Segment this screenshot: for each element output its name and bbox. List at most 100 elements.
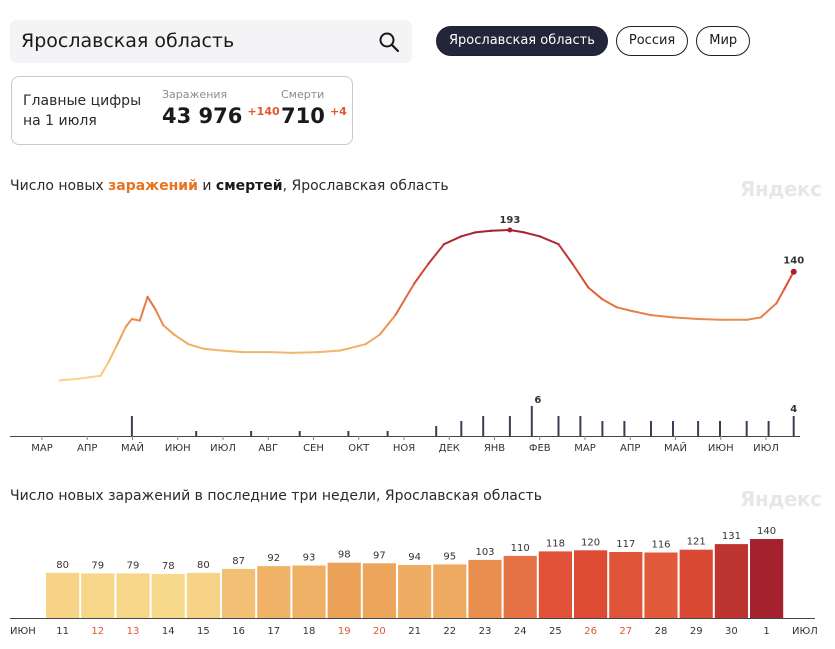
- infections-point: [146, 295, 149, 298]
- infections-line-segment: [138, 295, 149, 322]
- infections-line-segment: [697, 318, 721, 321]
- search-box[interactable]: Ярославская область: [10, 20, 412, 63]
- infections-peak-marker: [507, 227, 513, 233]
- search-icon[interactable]: [378, 31, 400, 53]
- infections-point: [538, 235, 541, 238]
- bar-value-label: 80: [197, 560, 210, 571]
- infections-line-segment: [146, 295, 157, 311]
- infections-point: [187, 343, 190, 346]
- region-chip-russia[interactable]: Россия: [615, 26, 689, 56]
- deaths-bar: [557, 416, 560, 436]
- infections-point: [99, 374, 102, 377]
- x-tick-label: ИЮЛ: [753, 443, 779, 454]
- bar-value-label: 93: [303, 553, 316, 564]
- infections-line-segment: [99, 361, 110, 377]
- infections-line-segment: [413, 262, 430, 285]
- infections-point: [442, 243, 446, 246]
- infections-line-segment: [775, 288, 786, 305]
- infections-value: 43 976: [162, 104, 243, 128]
- deaths-label: Смерти: [281, 88, 325, 101]
- x-tick-label: ИЮЛ: [210, 443, 236, 454]
- bar: [222, 568, 256, 618]
- deaths-bar: [623, 421, 626, 436]
- region-chip-world[interactable]: Мир: [696, 26, 751, 56]
- deaths-bar: [130, 416, 133, 436]
- deaths-bar: [672, 421, 674, 436]
- deaths-bar: [508, 416, 511, 436]
- infections-point: [587, 286, 590, 289]
- bar-value-label: 117: [616, 539, 635, 550]
- region-chip-yaroslavl[interactable]: Ярославская область: [436, 26, 608, 56]
- infections-line-segment: [631, 310, 652, 317]
- infections-line-segment: [601, 298, 618, 309]
- x-tick-label: 21: [408, 626, 421, 637]
- infections-line-segment: [124, 318, 133, 328]
- deaths-peak-label: 6: [534, 395, 541, 406]
- x-tick-label: 11: [56, 626, 69, 637]
- deaths-bar: [530, 406, 533, 436]
- yandex-watermark-1: Яндекс: [740, 177, 822, 201]
- search-input[interactable]: Ярославская область: [21, 30, 235, 52]
- infections-point: [783, 288, 786, 291]
- chart1-title-infections: заражений: [108, 178, 198, 194]
- x-tick-label: 13: [127, 626, 140, 637]
- infections-line-segment: [759, 302, 778, 319]
- x-tick-label: МАЙ: [664, 441, 687, 454]
- deaths-bar: [386, 431, 389, 436]
- infections-line-segment: [650, 314, 674, 319]
- infections-metric: Заражения 43 976 +140: [162, 88, 280, 128]
- infections-line-segment: [58, 377, 80, 382]
- bar: [679, 549, 713, 618]
- infections-point: [115, 345, 118, 348]
- infections-point: [671, 316, 675, 319]
- infections-line-segment: [745, 316, 762, 321]
- deaths-delta: +4: [329, 105, 347, 118]
- chart1-title-deaths: смертей: [215, 178, 283, 194]
- x-tick-label: АПР: [620, 443, 640, 454]
- infections-point: [317, 351, 320, 354]
- infections-line-segment: [339, 343, 367, 352]
- infections-point: [697, 317, 700, 321]
- x-tick-label: 19: [338, 626, 351, 637]
- infections-line-segment: [173, 333, 190, 346]
- x-tick-label: 18: [303, 626, 316, 637]
- bar: [398, 565, 432, 618]
- infections-point: [339, 349, 342, 352]
- bar: [644, 552, 678, 618]
- x-tick-label: ДЕК: [439, 443, 460, 454]
- chart2-title: Число новых заражений в последние три не…: [10, 488, 542, 504]
- x-tick-label: ИЮН: [708, 443, 734, 454]
- bar-value-label: 131: [722, 531, 741, 542]
- infections-point: [460, 235, 463, 238]
- x-start-month-label: ИЮН: [10, 626, 36, 637]
- bar-value-label: 116: [651, 540, 670, 551]
- bar: [257, 566, 291, 618]
- deaths-bar: [601, 421, 604, 436]
- deaths-bar: [347, 431, 350, 436]
- deaths-bar: [298, 431, 301, 436]
- infections-line-segment: [77, 374, 102, 380]
- infections-line-segment: [154, 308, 165, 327]
- bar-value-label: 78: [162, 561, 175, 572]
- infections-label: Заражения: [162, 88, 228, 101]
- x-tick-label: ЯНВ: [484, 443, 505, 454]
- infections-deaths-chart: 193 140 6 4 МАР АПР МАЙ ИЮН ИЮЛ АВГ СЕН ОКТ НОЯ ДЕК ЯН…: [10, 215, 804, 454]
- x-tick-label: 16: [232, 626, 245, 637]
- bar-value-label: 97: [373, 550, 386, 561]
- x-tick-label: 26: [584, 626, 597, 637]
- chart1-title-and: и: [197, 178, 216, 194]
- x-tick-label: 27: [619, 626, 632, 637]
- infections-point: [759, 316, 762, 319]
- chart1-title-prefix: Число новых: [10, 178, 109, 194]
- bar: [292, 565, 326, 618]
- bar-value-label: 95: [443, 551, 456, 562]
- infections-point: [474, 231, 477, 234]
- bar: [468, 559, 502, 618]
- bar: [609, 552, 643, 618]
- x-tick-label: 15: [197, 626, 210, 637]
- x-tick-label: ОКТ: [348, 443, 370, 454]
- infections-line-segment: [187, 343, 206, 350]
- infections-point: [162, 324, 165, 327]
- bar: [151, 574, 185, 618]
- x-tick-label: 30: [725, 626, 738, 637]
